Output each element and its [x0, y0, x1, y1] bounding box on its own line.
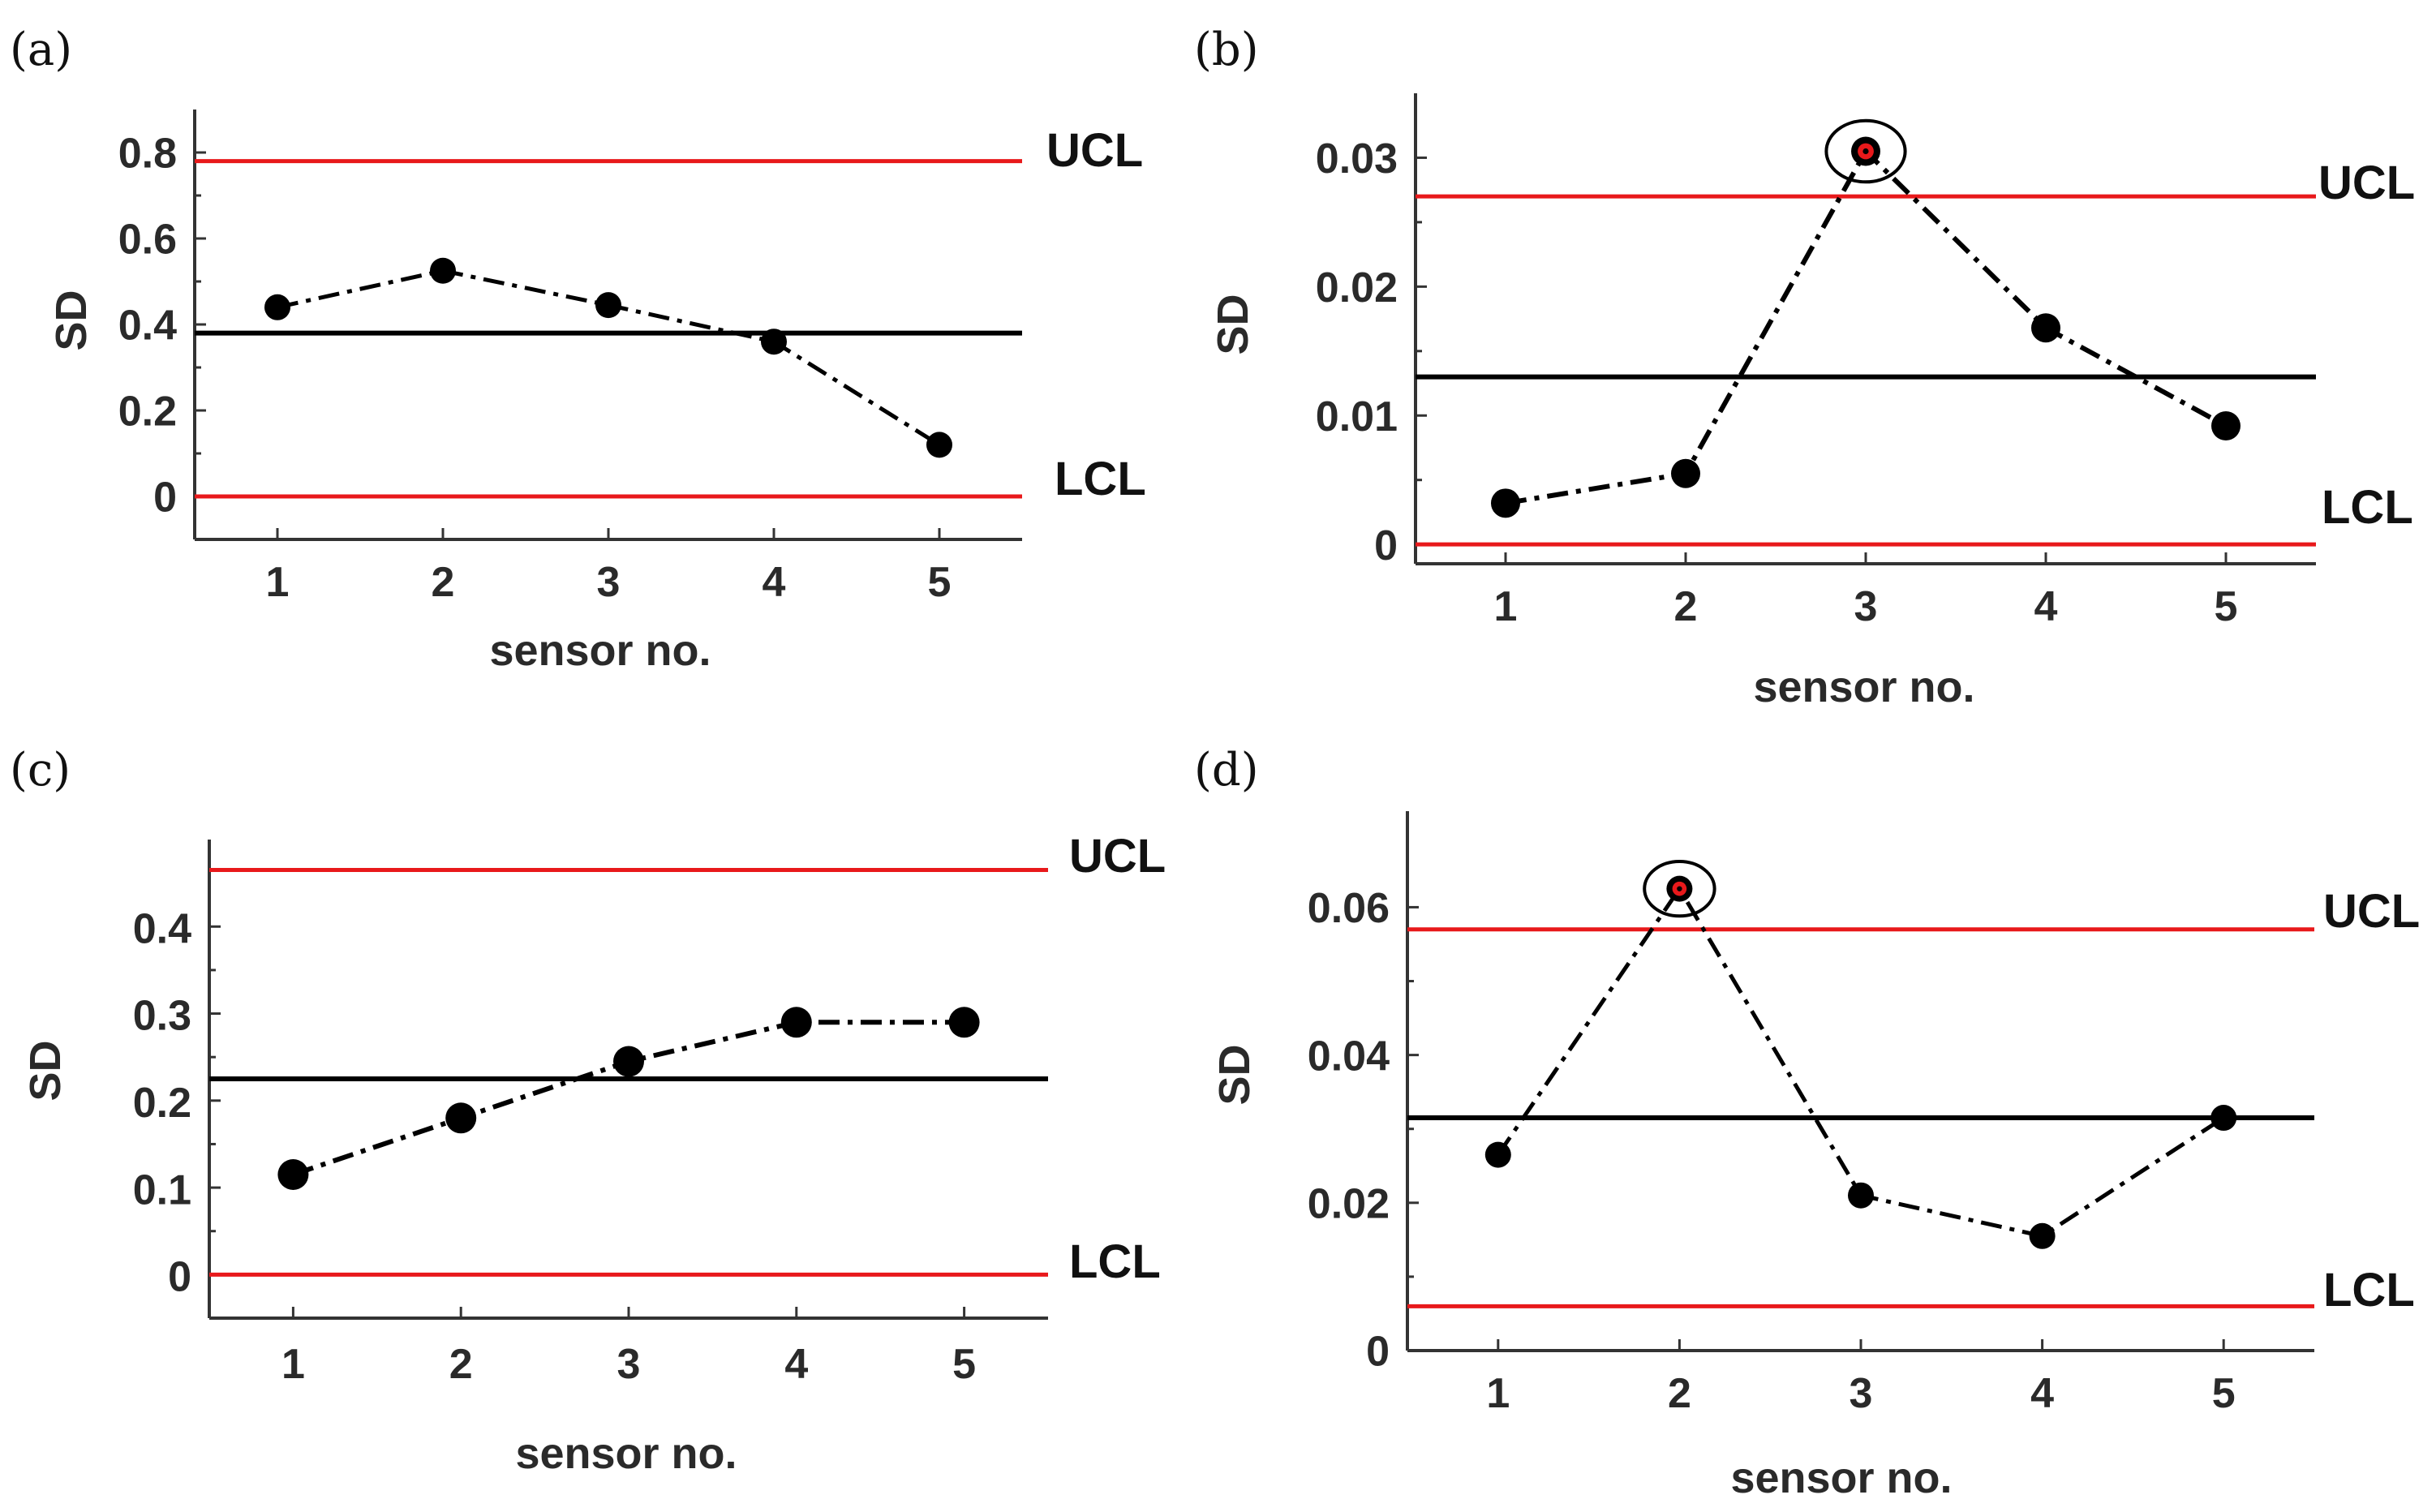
plot-area: 0 0.1 0.2 0.3 0.4 1 2 3 4 5	[133, 840, 1048, 1388]
x-tick-label: 4	[763, 559, 786, 606]
x-tick-label: 1	[1494, 583, 1518, 630]
x-tick-label: 3	[1850, 1370, 1873, 1417]
panel-label: (b)	[1194, 24, 1259, 76]
y-tick-label: 0	[168, 1254, 191, 1301]
data-point	[595, 292, 621, 319]
y-tick-label: 0.2	[133, 1080, 191, 1127]
x-tick-label: 2	[1674, 583, 1698, 630]
x-axis-title: sensor no.	[515, 1429, 737, 1478]
y-axis-title: SD	[47, 290, 96, 350]
ucl-label: UCL	[1046, 124, 1143, 177]
plot-area: 0 0.2 0.4 0.6 0.8 1 2 3 4 5	[118, 110, 1022, 606]
ucl-label: UCL	[1069, 830, 1166, 883]
outlier-center	[1862, 148, 1869, 155]
y-tick-label: 0.4	[118, 303, 177, 350]
x-tick-label: 2	[1668, 1370, 1691, 1417]
y-tick-label: 0.06	[1308, 885, 1390, 932]
y-axis-title: SD	[1209, 294, 1257, 354]
series-line	[292, 1020, 965, 1177]
panel-label: (d)	[1194, 744, 1259, 797]
series-line	[1505, 147, 2228, 506]
y-tick-label: 0	[1366, 1329, 1390, 1376]
data-point	[948, 1007, 980, 1038]
panel-c: (c) UCL LCL sensor no. SD 0 0.1 0.2 0.3 0.4 1…	[10, 744, 1166, 1478]
data-point	[2211, 410, 2241, 440]
panel-b: (b) UCL LCL sensor no. SD 0 0.01 0.02 0.03 1…	[1194, 24, 2415, 711]
ucl-label: UCL	[2318, 157, 2415, 209]
data-point	[430, 257, 456, 284]
y-tick-label: 0.8	[118, 131, 177, 178]
data-point	[2210, 1105, 2237, 1132]
outlier-center	[1677, 886, 1682, 891]
highlight-ring	[1824, 118, 1907, 184]
panel-a: (a) UCL LCL sensor no. SD 0 0.2 0.4 0.6 0.8 1…	[10, 24, 1146, 675]
panel-label: (c)	[10, 744, 71, 797]
data-point	[926, 432, 952, 458]
data-point	[1484, 1141, 1511, 1168]
x-tick-label: 5	[928, 559, 952, 606]
y-axis-title: SD	[1210, 1044, 1259, 1105]
panel-label: (a)	[10, 24, 72, 76]
lcl-label: LCL	[2322, 481, 2413, 534]
x-tick-label: 3	[617, 1341, 641, 1388]
x-tick-label: 4	[2030, 1370, 2054, 1417]
data-point	[1491, 488, 1520, 518]
data-point	[613, 1046, 644, 1077]
x-axis-title: sensor no.	[1753, 663, 1974, 711]
y-tick-label: 0.02	[1308, 1181, 1390, 1228]
y-tick-label: 0.03	[1316, 135, 1398, 183]
y-tick-label: 0	[153, 475, 177, 522]
plot-area: 0 0.01 0.02 0.03 1 2 3 4 5	[1316, 93, 2316, 630]
y-tick-label: 0.02	[1316, 264, 1398, 311]
y-tick-label: 0.1	[133, 1166, 191, 1213]
x-tick-label: 1	[281, 1341, 305, 1388]
x-tick-label: 4	[784, 1341, 808, 1388]
y-tick-label: 0.01	[1316, 393, 1398, 440]
x-tick-label: 5	[2212, 1370, 2236, 1417]
y-tick-label: 0.4	[133, 905, 191, 952]
x-tick-label: 5	[2215, 583, 2238, 630]
data-point	[761, 329, 787, 355]
data-point	[264, 294, 290, 320]
y-tick-label: 0.3	[133, 993, 191, 1040]
ucl-label: UCL	[2323, 885, 2420, 938]
data-point	[1671, 458, 1700, 488]
x-tick-label: 2	[432, 559, 455, 606]
panel-d: (d) UCL LCL sensor no. SD 0 0.02 0.04 0.06 1…	[1194, 744, 2420, 1502]
data-point	[780, 1007, 812, 1038]
y-tick-label: 0.04	[1308, 1033, 1390, 1080]
x-tick-label: 5	[952, 1341, 976, 1388]
plot-area: 0 0.02 0.04 0.06 1 2 3 4 5	[1308, 811, 2314, 1417]
x-axis-title: sensor no.	[489, 626, 711, 675]
data-point	[277, 1159, 309, 1190]
x-tick-label: 1	[266, 559, 290, 606]
y-tick-label: 0.6	[118, 217, 177, 264]
y-tick-label: 0	[1374, 522, 1398, 569]
lcl-label: LCL	[2323, 1264, 2415, 1317]
x-tick-label: 2	[449, 1341, 473, 1388]
data-point	[2029, 1222, 2056, 1249]
x-tick-label: 3	[597, 559, 621, 606]
data-point	[1848, 1182, 1874, 1209]
x-axis-title: sensor no.	[1730, 1454, 1952, 1502]
y-axis-title: SD	[21, 1040, 70, 1101]
data-point	[445, 1102, 477, 1134]
x-tick-label: 1	[1486, 1370, 1510, 1417]
lcl-label: LCL	[1069, 1235, 1161, 1288]
x-tick-label: 3	[1854, 583, 1878, 630]
lcl-label: LCL	[1055, 453, 1146, 505]
y-tick-label: 0.2	[118, 389, 177, 436]
data-point	[2031, 313, 2060, 343]
highlight-ring	[1643, 860, 1716, 918]
x-tick-label: 4	[2034, 583, 2058, 630]
